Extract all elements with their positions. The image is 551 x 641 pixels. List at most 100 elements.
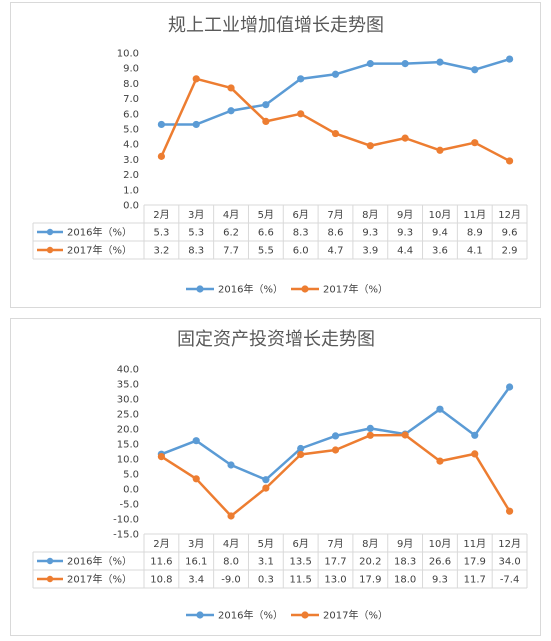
data-point-2016 bbox=[401, 60, 409, 68]
data-point-2016 bbox=[366, 424, 374, 432]
x-category-label: 7月 bbox=[327, 209, 343, 221]
y-tick-label: 2.0 bbox=[123, 170, 139, 181]
data-point-2017 bbox=[192, 75, 200, 83]
row-legend-marker bbox=[46, 228, 54, 236]
chart-title: 规上工业增加值增长走势图 bbox=[168, 15, 384, 36]
industrial-chart-panel: 规上工业增加值增长走势图 0.0 1.0 2.0 3.0 4.0 5.0 6.0 7.0 8.0 9… bbox=[10, 2, 541, 308]
table-cell: 3.1 bbox=[258, 557, 274, 568]
data-point-2017 bbox=[297, 450, 305, 459]
x-category-label: 9月 bbox=[397, 209, 413, 221]
table-cell: 4.4 bbox=[397, 246, 413, 257]
y-tick-label: 7.0 bbox=[123, 94, 139, 105]
row-legend-marker bbox=[46, 246, 54, 254]
x-category-label: 4月 bbox=[223, 538, 239, 550]
data-point-2016 bbox=[331, 70, 340, 78]
x-category-label: 2月 bbox=[153, 538, 169, 550]
x-category-label: 5月 bbox=[258, 209, 274, 221]
y-tick-label: 0.0 bbox=[123, 201, 139, 212]
table-row-header: 2016年（%） bbox=[67, 226, 132, 239]
table-cell: 9.3 bbox=[432, 575, 448, 586]
data-point-2017 bbox=[157, 152, 166, 160]
table-cell: 10.8 bbox=[150, 575, 172, 586]
table-cell: 7.7 bbox=[223, 246, 239, 257]
x-category-label: 4月 bbox=[223, 209, 239, 221]
table-cell: 4.1 bbox=[467, 246, 483, 257]
data-point-2016 bbox=[157, 120, 166, 129]
table-cell: 11.6 bbox=[150, 557, 172, 568]
x-category-label: 6月 bbox=[292, 538, 308, 550]
x-category-label: 9月 bbox=[397, 538, 413, 550]
table-cell: 5.3 bbox=[188, 228, 204, 239]
table-cell: 17.7 bbox=[324, 557, 346, 568]
data-point-2017 bbox=[227, 512, 235, 520]
table-cell: 2.9 bbox=[502, 246, 518, 257]
data-point-2016 bbox=[227, 107, 235, 115]
table-cell: 18.3 bbox=[394, 557, 416, 568]
data-point-2016 bbox=[471, 431, 479, 439]
y-tick-label: 9.0 bbox=[123, 64, 139, 75]
x-category-label: 12月 bbox=[498, 538, 521, 550]
table-cell: 5.5 bbox=[258, 246, 274, 257]
y-tick-label: -15.0 bbox=[113, 530, 139, 541]
table-cell: 9.3 bbox=[362, 228, 378, 239]
y-tick-label: 35.0 bbox=[117, 380, 139, 391]
table-cell: 8.3 bbox=[188, 246, 204, 257]
y-tick-label: 15.0 bbox=[117, 440, 139, 451]
y-tick-label: 20.0 bbox=[117, 425, 139, 436]
data-point-2016 bbox=[331, 432, 340, 440]
legend-marker bbox=[196, 611, 204, 619]
table-cell: 0.3 bbox=[258, 575, 274, 586]
row-legend-marker bbox=[46, 575, 54, 583]
table-cell: 3.4 bbox=[188, 575, 204, 586]
y-tick-label: 4.0 bbox=[123, 140, 139, 151]
x-category-label: 8月 bbox=[362, 538, 378, 550]
y-tick-label: 5.0 bbox=[123, 125, 139, 136]
data-point-2017 bbox=[401, 431, 409, 439]
y-tick-label: 1.0 bbox=[123, 185, 139, 196]
legend-marker bbox=[301, 285, 309, 293]
industrial-chart: 规上工业增加值增长走势图 0.0 1.0 2.0 3.0 4.0 5.0 6.0 7.0 8.0 9… bbox=[32, 15, 528, 296]
data-point-2017 bbox=[366, 431, 374, 439]
data-point-2017 bbox=[297, 110, 305, 118]
table-cell: 18.0 bbox=[394, 575, 416, 586]
table-cell: 13.0 bbox=[324, 575, 346, 586]
table-cell: -9.0 bbox=[221, 575, 241, 586]
legend-label: 2016年（%） bbox=[218, 283, 283, 296]
table-cell: 34.0 bbox=[498, 557, 520, 568]
table-cell: 16.1 bbox=[185, 557, 207, 568]
table-cell: 17.9 bbox=[359, 575, 381, 586]
data-point-2017 bbox=[366, 142, 374, 150]
data-point-2017 bbox=[262, 484, 270, 492]
table-cell: 6.0 bbox=[293, 246, 309, 257]
table-cell: 17.9 bbox=[464, 557, 486, 568]
data-point-2017 bbox=[192, 475, 200, 483]
data-point-2017 bbox=[505, 507, 514, 515]
table-cell: 6.2 bbox=[223, 228, 239, 239]
data-point-2016 bbox=[471, 66, 479, 74]
table-cell: 8.9 bbox=[467, 228, 483, 239]
data-point-2017 bbox=[157, 453, 166, 461]
y-tick-label: 10.0 bbox=[117, 49, 139, 60]
data-point-2017 bbox=[262, 117, 270, 125]
x-category-label: 10月 bbox=[429, 209, 452, 221]
legend-label: 2016年（%） bbox=[218, 609, 283, 622]
y-tick-label: -5.0 bbox=[119, 500, 139, 511]
data-point-2016 bbox=[227, 461, 235, 469]
table-cell: 8.3 bbox=[293, 228, 309, 239]
x-category-label: 3月 bbox=[188, 209, 204, 221]
y-tick-label: 10.0 bbox=[117, 455, 139, 466]
table-cell: 3.9 bbox=[362, 246, 378, 257]
table-cell: 8.6 bbox=[328, 228, 344, 239]
data-point-2016 bbox=[505, 383, 514, 391]
table-row-header: 2016年（%） bbox=[67, 555, 132, 568]
data-point-2016 bbox=[297, 75, 305, 83]
legend-label: 2017年（%） bbox=[323, 609, 388, 622]
data-point-2016 bbox=[505, 55, 514, 63]
x-category-label: 2月 bbox=[153, 209, 169, 221]
data-point-2016 bbox=[297, 444, 305, 453]
table-cell: 13.5 bbox=[290, 557, 312, 568]
data-point-2016 bbox=[192, 120, 200, 129]
table-cell: -7.4 bbox=[500, 575, 520, 586]
x-category-label: 11月 bbox=[463, 209, 486, 221]
y-tick-label: 30.0 bbox=[117, 395, 139, 406]
